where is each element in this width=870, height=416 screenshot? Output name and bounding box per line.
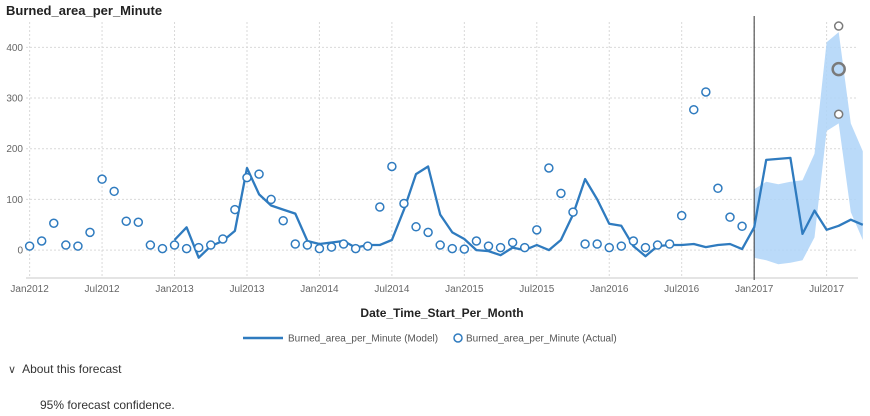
forecast-period-actual-point: [831, 61, 846, 77]
legend-model-label: Burned_area_per_Minute (Model): [288, 334, 438, 345]
y-tick-label: 300: [6, 94, 23, 105]
x-tick-label: Jul2013: [229, 284, 264, 295]
actual-data-point: [157, 243, 168, 254]
legend-actual-swatch: [453, 333, 463, 343]
forecast-period-actual-point: [833, 21, 844, 31]
actual-data-point: [169, 240, 180, 250]
actual-data-point: [532, 225, 542, 235]
actual-data-point: [254, 169, 264, 179]
about-forecast-label: About this forecast: [22, 362, 122, 376]
actual-data-point: [326, 242, 337, 252]
actual-data-point: [338, 239, 349, 249]
actual-data-point: [664, 239, 675, 249]
actual-data-point: [302, 240, 313, 250]
actual-data-point: [399, 198, 409, 209]
actual-data-point: [640, 242, 651, 253]
actual-data-point: [544, 163, 554, 173]
forecast-chart: Burned_area_per_Minute 0 100 200 300 400 Jan…: [6, 3, 864, 345]
actual-data-point: [230, 204, 240, 215]
actual-data-point: [73, 241, 83, 251]
actual-data-point: [375, 202, 385, 212]
actual-data-point: [145, 240, 156, 250]
actual-data-point: [471, 236, 482, 246]
x-tick-label: Jan2014: [300, 284, 339, 295]
actual-data-point: [97, 174, 107, 184]
x-axis-ticks: Jan2012 Jul2012 Jan2013 Jul2013 Jan2014 Jul20…: [10, 284, 844, 295]
x-tick-label: Jul2012: [85, 284, 120, 295]
x-tick-label: Jul2017: [809, 284, 844, 295]
forecast-confidence-band-layer: [754, 32, 863, 265]
actual-data-point: [725, 212, 735, 222]
forecast-period-actual-point: [833, 109, 844, 120]
actual-data-point: [290, 239, 301, 249]
y-tick-label: 400: [6, 43, 23, 54]
grid-layer: [26, 22, 858, 279]
actual-data-point: [350, 243, 361, 254]
actual-data-point: [133, 217, 144, 227]
x-tick-label: Jan2017: [735, 284, 774, 295]
actual-data-point: [181, 243, 192, 254]
y-tick-label: 100: [6, 195, 23, 206]
legend: Burned_area_per_Minute (Model) Burned_are…: [243, 333, 617, 345]
chart-title: Burned_area_per_Minute: [6, 3, 162, 18]
x-tick-label: Jan2013: [155, 284, 194, 295]
actual-data-point: [447, 243, 458, 254]
actual-data-point: [193, 242, 204, 253]
actual-data-point: [507, 237, 518, 248]
actual-data-point: [676, 210, 687, 221]
actual-data-point: [616, 241, 627, 251]
actual-data-point: [689, 104, 699, 115]
model-series-line: [173, 156, 864, 259]
actual-data-point: [242, 172, 252, 183]
x-tick-label: Jul2016: [664, 284, 699, 295]
x-tick-label: Jan2016: [590, 284, 629, 295]
actual-data-point: [218, 234, 228, 244]
forecast-confidence-band: [754, 32, 863, 265]
actual-data-point: [568, 207, 578, 217]
actual-data-point: [556, 188, 566, 199]
actual-data-point: [519, 242, 530, 253]
actual-data-point: [411, 222, 421, 232]
actual-data-point: [278, 215, 288, 226]
x-tick-label: Jul2015: [519, 284, 554, 295]
y-tick-label: 200: [6, 144, 23, 155]
actual-data-point: [604, 242, 614, 253]
actual-points-layer: [24, 21, 846, 254]
actual-data-point: [459, 244, 470, 254]
chevron-down-icon: ∨: [8, 363, 17, 376]
actual-data-point: [24, 241, 35, 251]
actual-data-point: [701, 87, 711, 97]
forecast-confidence-text: 95% forecast confidence.: [40, 398, 175, 412]
actual-data-point: [628, 236, 639, 246]
actual-data-point: [206, 240, 216, 250]
x-axis-label: Date_Time_Start_Per_Month: [360, 306, 523, 320]
actual-data-point: [266, 194, 276, 205]
about-forecast-toggle[interactable]: ∨ About this forecast: [8, 362, 121, 376]
actual-data-point: [592, 239, 602, 249]
actual-data-point: [362, 241, 373, 251]
actual-data-point: [61, 240, 71, 250]
actual-data-point: [85, 227, 95, 238]
x-tick-label: Jan2015: [445, 284, 484, 295]
y-tick-label: 0: [17, 246, 23, 257]
model-line-layer: [173, 156, 864, 259]
actual-data-point: [483, 241, 494, 251]
y-axis-ticks: 0 100 200 300 400: [6, 43, 23, 257]
actual-data-point: [580, 239, 590, 249]
x-tick-label: Jul2014: [374, 284, 409, 295]
actual-data-point: [314, 243, 325, 254]
actual-data-point: [652, 240, 663, 250]
actual-data-point: [36, 236, 47, 246]
actual-data-point: [423, 227, 433, 238]
actual-data-point: [495, 242, 506, 253]
actual-data-point: [387, 161, 397, 172]
actual-data-point: [713, 183, 723, 194]
actual-data-point: [109, 186, 119, 197]
actual-data-point: [737, 221, 747, 232]
legend-actual-label: Burned_area_per_Minute (Actual): [466, 334, 617, 345]
actual-data-point: [49, 218, 59, 229]
actual-data-point: [435, 240, 445, 250]
x-tick-label: Jan2012: [10, 284, 49, 295]
actual-data-point: [121, 216, 131, 226]
